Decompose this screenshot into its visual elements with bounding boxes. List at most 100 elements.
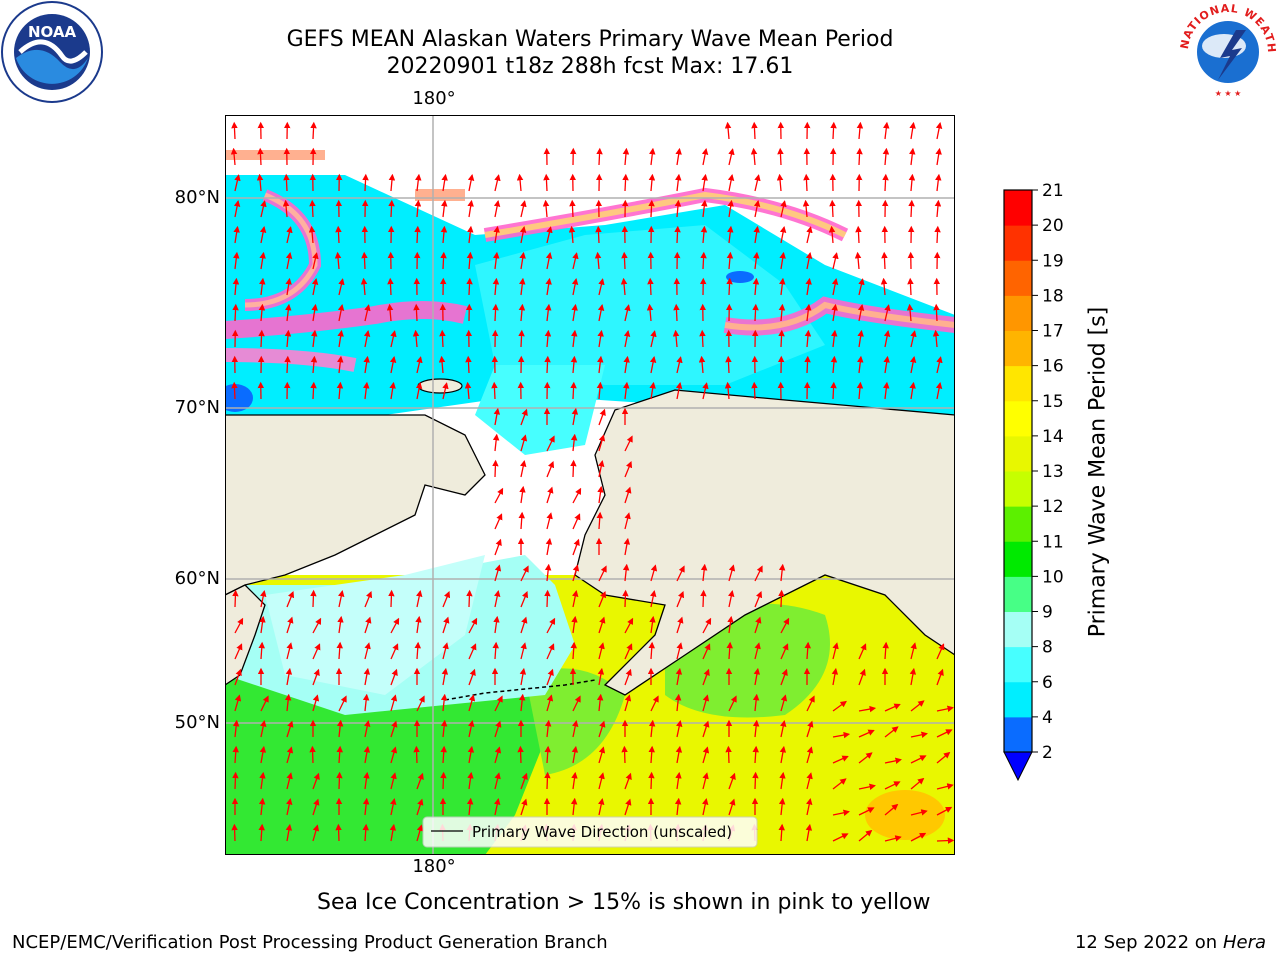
- wave-direction-arrow: [910, 330, 917, 348]
- wave-direction-arrow: [779, 745, 787, 764]
- colorbar: 2 4 6 8 9 10 11 12 13 14 15 16 17 18 19 20 21: [1003, 181, 1064, 782]
- wave-direction-arrow: [832, 809, 850, 816]
- wave-direction-arrow: [520, 408, 528, 426]
- wave-direction-arrow: [598, 460, 605, 478]
- wave-direction-arrow: [337, 615, 344, 634]
- wave-direction-arrow: [727, 225, 734, 244]
- wave-direction-arrow: [571, 771, 578, 790]
- wave-direction-arrow: [232, 277, 240, 296]
- wave-direction-arrow: [596, 511, 603, 530]
- wave-direction-arrows: [230, 121, 955, 844]
- wave-direction-arrow: [910, 777, 925, 790]
- wave-direction-arrow: [936, 356, 943, 374]
- wave-direction-arrow: [546, 226, 553, 244]
- wave-direction-arrow: [673, 303, 680, 322]
- wave-direction-arrow: [546, 460, 555, 478]
- wave-direction-arrow: [260, 695, 269, 712]
- wave-direction-arrow: [468, 617, 478, 634]
- wave-direction-arrow: [572, 590, 579, 608]
- wave-direction-arrow: [650, 590, 657, 608]
- wave-direction-arrow: [598, 798, 605, 816]
- wave-direction-arrow: [520, 798, 528, 816]
- wave-direction-arrow: [519, 667, 527, 686]
- wave-direction-arrow: [803, 173, 810, 192]
- wave-direction-arrow: [752, 745, 759, 764]
- wave-direction-arrow: [832, 755, 849, 764]
- wave-direction-arrow: [286, 642, 293, 660]
- wave-direction-arrow: [390, 617, 400, 634]
- wave-direction-arrow: [494, 590, 501, 608]
- wave-direction-arrow: [649, 356, 657, 374]
- colorbar-segment: [1004, 400, 1032, 437]
- wave-direction-arrow: [727, 199, 734, 218]
- siberia-land: [225, 414, 486, 596]
- wave-direction-arrow: [752, 693, 760, 712]
- wave-direction-arrow: [675, 382, 683, 400]
- wave-direction-arrow: [286, 772, 293, 790]
- wave-direction-arrow: [416, 772, 424, 790]
- wave-direction-arrow: [546, 617, 556, 634]
- wave-direction-arrow: [284, 329, 292, 348]
- wave-direction-arrow: [360, 277, 368, 296]
- wave-direction-arrow: [467, 199, 474, 218]
- wave-direction-arrow: [598, 408, 606, 426]
- wave-direction-arrow: [675, 667, 683, 686]
- wave-direction-arrow: [570, 459, 577, 478]
- wave-direction-arrow: [416, 798, 424, 816]
- wave-direction-arrow: [519, 485, 526, 504]
- wave-direction-arrow: [572, 252, 579, 270]
- wave-direction-arrow: [389, 381, 396, 400]
- wave-direction-arrow: [259, 615, 266, 634]
- wave-direction-arrow: [779, 771, 786, 790]
- wave-direction-arrow: [492, 277, 500, 296]
- wave-direction-arrow: [415, 615, 422, 634]
- footer-date-text: 12 Sep 2022 on: [1074, 932, 1218, 953]
- wave-direction-arrow: [337, 355, 344, 374]
- wave-direction-arrow: [544, 329, 552, 348]
- wave-direction-arrow: [858, 643, 867, 660]
- wave-direction-arrow: [568, 225, 576, 244]
- wave-direction-arrow: [598, 772, 605, 790]
- wave-direction-arrow: [857, 355, 864, 374]
- colorbar-segment: [1004, 365, 1032, 402]
- wave-direction-arrow: [335, 823, 342, 842]
- colorbar-segment: [1004, 541, 1032, 577]
- wave-direction-arrow: [572, 487, 582, 504]
- wave-direction-arrow: [517, 745, 524, 764]
- wave-direction-arrow: [544, 355, 551, 374]
- wave-direction-arrow: [596, 693, 604, 712]
- wave-direction-arrow: [494, 538, 502, 556]
- wave-direction-arrow: [598, 565, 607, 582]
- colorbar-segment: [1004, 506, 1032, 542]
- wave-direction-arrow: [441, 199, 448, 218]
- wave-direction-arrow: [702, 643, 711, 660]
- wave-direction-arrow: [881, 251, 888, 270]
- wave-direction-arrow: [364, 590, 373, 608]
- wave-direction-arrow: [724, 381, 732, 400]
- colorbar-segment: [1004, 576, 1032, 612]
- wave-direction-arrow: [806, 798, 813, 816]
- wave-direction-arrow: [884, 726, 899, 738]
- wave-direction-arrow: [700, 251, 707, 270]
- wave-direction-arrow: [494, 174, 501, 192]
- wave-direction-arrow: [335, 225, 342, 244]
- wave-direction-arrow: [648, 771, 655, 790]
- wave-direction-arrow: [674, 225, 681, 244]
- wave-direction-arrow: [440, 251, 447, 270]
- wave-direction-arrow: [389, 823, 397, 842]
- wave-direction-arrow: [936, 783, 954, 790]
- wave-direction-arrow: [438, 355, 446, 374]
- wave-direction-arrow: [518, 693, 526, 712]
- wave-direction-arrow: [442, 590, 451, 608]
- wave-direction-arrow: [390, 798, 397, 816]
- wave-direction-arrow: [728, 695, 737, 712]
- wave-direction-arrow: [466, 589, 473, 608]
- wave-direction-arrow: [361, 251, 368, 270]
- wave-direction-arrow: [520, 772, 528, 790]
- wave-direction-arrow: [285, 667, 293, 686]
- wave-direction-arrow: [676, 590, 685, 608]
- wave-direction-arrow: [546, 512, 553, 530]
- wave-direction-arrow: [804, 641, 811, 660]
- colorbar-segment: [1004, 190, 1032, 226]
- wave-direction-arrow: [832, 833, 849, 842]
